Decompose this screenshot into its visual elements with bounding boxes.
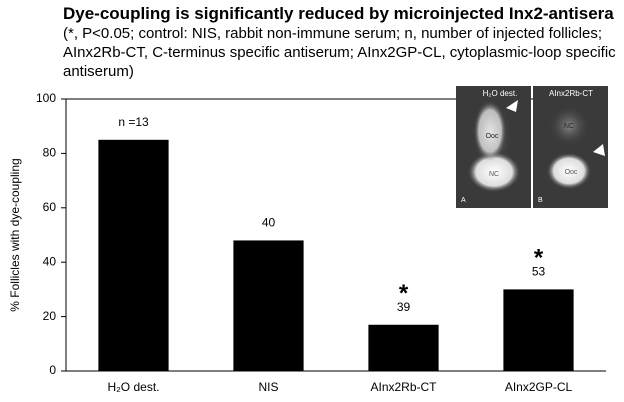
page: % Follicles with dye-coupling 0 20 40 60 80 1… <box>0 0 624 402</box>
inset-panel-label: B <box>538 197 543 204</box>
n-label: 40 <box>262 216 276 230</box>
x-tick-label: H₂O dest. <box>107 380 159 394</box>
title-main: Dye-coupling is significantly reduced by… <box>63 4 614 23</box>
significance-mark: * <box>534 245 544 272</box>
inset-title: H₂O dest. <box>483 89 518 98</box>
y-tick-label: 60 <box>43 200 57 214</box>
bar <box>98 140 168 371</box>
inset-panel-label: A <box>461 197 466 204</box>
n-label: n =13 <box>118 115 149 129</box>
y-tick-label: 20 <box>43 309 57 323</box>
x-tick-label: AInx2Rb-CT <box>370 380 437 394</box>
bar <box>503 289 573 371</box>
bar <box>368 325 438 371</box>
y-tick-label: 80 <box>43 146 57 160</box>
x-tick-label: NIS <box>258 380 278 394</box>
bar <box>233 240 303 371</box>
significance-mark: * <box>399 280 409 307</box>
inset-region-label: Ooc <box>486 133 499 140</box>
inset-region-label: NC <box>489 171 499 178</box>
inset-title: AInx2Rb-CT <box>549 89 593 98</box>
subtitle: (*, P<0.05; control: NIS, rabbit non-imm… <box>63 25 616 80</box>
x-tick-label: AInx2GP-CL <box>505 380 573 394</box>
y-tick-label: 100 <box>36 91 56 105</box>
cell-glow <box>474 101 506 161</box>
y-axis-label: % Follicles with dye-coupling <box>8 158 22 311</box>
inset-region-label: Ooc <box>565 169 578 176</box>
chart-title: Dye-coupling is significantly reduced by… <box>63 4 618 81</box>
y-tick-label: 40 <box>43 254 57 268</box>
inset-region-label: NC <box>564 123 574 130</box>
y-tick-label: 0 <box>49 363 56 377</box>
